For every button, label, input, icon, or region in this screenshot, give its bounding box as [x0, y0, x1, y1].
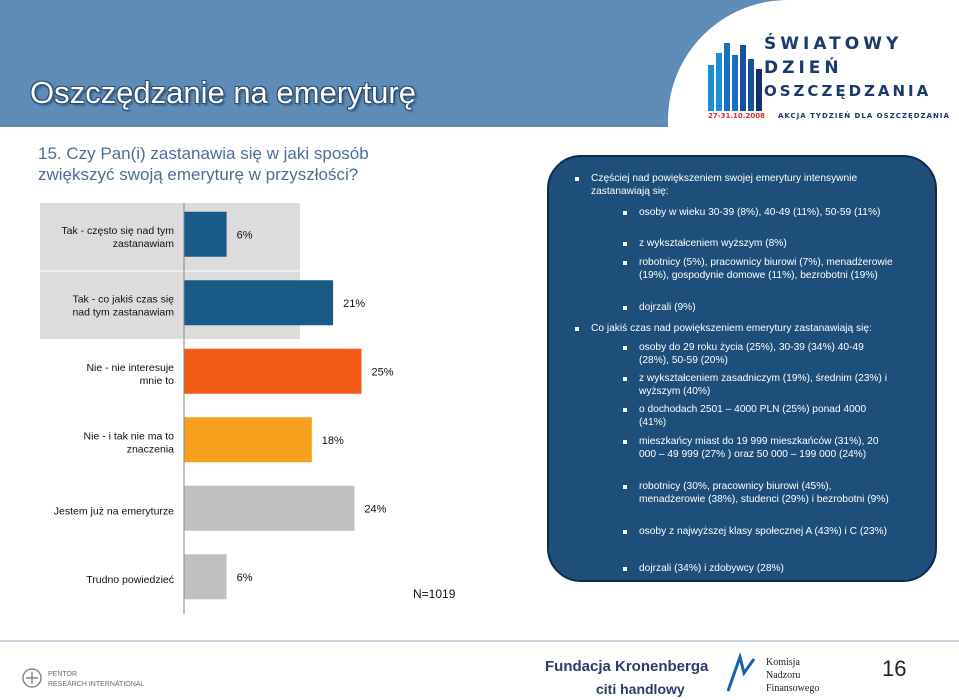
panel-point: dojrzali (9%)	[639, 302, 696, 313]
bar	[184, 348, 362, 394]
value-label: 24%	[364, 503, 386, 515]
logo-line-3: OSZCZĘDZANIA	[764, 82, 932, 100]
value-label: 18%	[322, 435, 344, 447]
bullet-square-icon	[623, 346, 627, 350]
category-row-background	[40, 545, 300, 613]
question-text: 15. Czy Pan(i) zastanawia się w jaki spo…	[38, 144, 369, 184]
panel-point: osoby w wieku 30-39 (8%), 40-49 (11%), 5…	[639, 207, 881, 218]
bar	[184, 211, 227, 257]
pentor-logo: PENTOR RESEARCH INTERNATIONAL	[22, 668, 144, 688]
panel-point: robotnicy (30%, pracownicy biurowi (45%)…	[639, 481, 889, 505]
value-label: 21%	[343, 298, 365, 310]
category-label: Nie - i tak nie ma to znaczenia	[84, 430, 175, 455]
bullet-square-icon	[623, 440, 627, 444]
bar	[184, 485, 355, 531]
sample-size-label: N=1019	[413, 587, 456, 601]
citi-handlowy-logo: citi handlowy	[596, 681, 685, 697]
bar	[184, 554, 227, 600]
pentor-text-1: PENTOR	[48, 671, 77, 678]
logo-bars-icon	[708, 43, 762, 111]
panel-intro-2: Co jakiś czas nad powiększeniem emerytur…	[591, 323, 872, 334]
panel-point: mieszkańcy miast do 19 999 mieszkańców (…	[639, 436, 879, 460]
bar-chart: Tak - często się nad tym zastanawiam Tak -…	[40, 203, 394, 614]
knf-logo: Komisja Nadzoru Finansowego	[726, 653, 819, 694]
panel-point: osoby z najwyższej klasy społecznej A (4…	[639, 526, 887, 537]
bullet-square-icon	[623, 242, 627, 246]
logo-tagline: AKCJA TYDZIEŃ DLA OSZCZĘDZANIA	[778, 112, 950, 120]
category-label: Tak - co jakiś czas się nad tym zastanawi…	[72, 293, 174, 318]
value-label: 6%	[237, 572, 253, 584]
panel-point: robotnicy (5%), pracownicy biurowi (7%),…	[639, 257, 893, 281]
bullet-square-icon	[623, 485, 627, 489]
panel-point: z wykształceniem wyższym (8%)	[639, 238, 787, 249]
page-number: 16	[882, 656, 907, 681]
pentor-mark-icon	[22, 668, 42, 688]
category-label: Tak - często się nad tym zastanawiam	[61, 225, 174, 250]
knf-line-3: Finansowego	[766, 683, 819, 694]
logo-line-1: ŚWIATOWY	[764, 34, 903, 54]
bullet-square-icon	[623, 530, 627, 534]
knf-line-2: Nadzoru	[766, 670, 800, 681]
category-label: Jestem już na emeryturze	[54, 505, 174, 517]
category-label: Nie - nie interesuje mnie to	[86, 362, 174, 387]
pentor-text-2: RESEARCH INTERNATIONAL	[48, 681, 144, 688]
bullet-square-icon	[575, 327, 579, 331]
findings-panel: Częściej nad powiększeniem swojej emeryt…	[547, 155, 937, 582]
category-row-background	[40, 203, 300, 271]
value-label: 25%	[372, 366, 394, 378]
bullet-square-icon	[623, 306, 627, 310]
bullet-square-icon	[623, 211, 627, 215]
bullet-square-icon	[623, 261, 627, 265]
knf-line-1: Komisja	[766, 657, 800, 668]
value-label: 6%	[237, 229, 253, 241]
bullet-square-icon	[623, 567, 627, 571]
bar	[184, 417, 312, 463]
logo-line-2: DZIEŃ	[764, 58, 843, 78]
panel-point: dojrzali (34%) i zdobywcy (28%)	[639, 563, 784, 574]
knf-mark-icon	[726, 653, 756, 692]
category-label: Trudno powiedzieć	[86, 574, 174, 586]
fundacja-kronenberga-logo: Fundacja Kronenberga	[545, 658, 709, 675]
bar	[184, 280, 334, 326]
bullet-square-icon	[575, 177, 579, 181]
panel-point: o dochodach 2501 – 4000 PLN (25%) ponad …	[639, 404, 867, 428]
panel-point: z wykształceniem zasadniczym (19%), śred…	[639, 373, 887, 397]
bullet-square-icon	[623, 377, 627, 381]
panel-point: osoby do 29 roku życia (25%), 30-39 (34%…	[639, 342, 864, 366]
slide-title: Oszczędzanie na emeryturę	[30, 75, 416, 110]
logo-date: 27-31.10.2008	[708, 112, 765, 120]
bullet-square-icon	[623, 408, 627, 412]
panel-intro-1: Częściej nad powiększeniem swojej emeryt…	[591, 173, 858, 197]
footer-divider	[0, 640, 959, 642]
